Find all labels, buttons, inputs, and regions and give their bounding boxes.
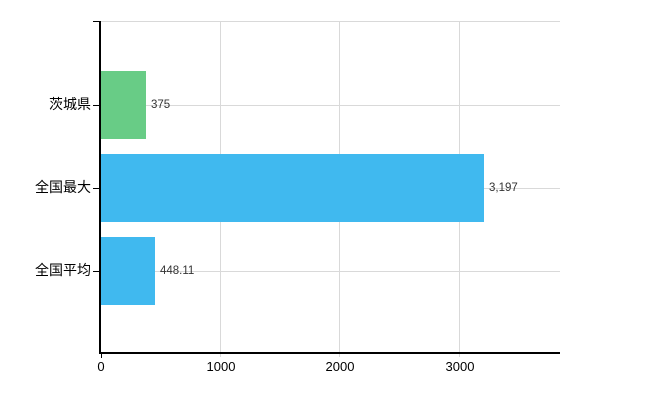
y-axis-line	[99, 21, 101, 353]
bar-2	[101, 154, 484, 222]
x-axis-line	[99, 352, 560, 354]
y-axis-tick	[93, 188, 100, 189]
category-label: 全国平均	[35, 262, 91, 278]
plot-area: 375 3,197 448.11	[100, 21, 560, 357]
x-tick-label: 2000	[325, 359, 355, 374]
y-axis-tick	[93, 271, 100, 272]
y-axis-top-tick	[93, 21, 100, 22]
value-label: 3,197	[489, 182, 518, 194]
x-tick-label: 0	[97, 359, 105, 374]
x-tick-label: 1000	[206, 359, 236, 374]
value-label: 375	[151, 99, 171, 111]
x-axis-tick	[101, 353, 102, 358]
value-label: 448.11	[160, 265, 195, 277]
bar-3	[101, 237, 155, 305]
bar-1	[101, 71, 146, 139]
y-gridline	[100, 271, 560, 272]
x-tick-label: 3000	[445, 359, 475, 374]
y-gridline	[100, 105, 560, 106]
category-label: 茨城県	[49, 96, 91, 112]
plot-top-border	[100, 21, 560, 22]
y-axis-tick	[93, 105, 100, 106]
category-label: 全国最大	[35, 179, 91, 195]
